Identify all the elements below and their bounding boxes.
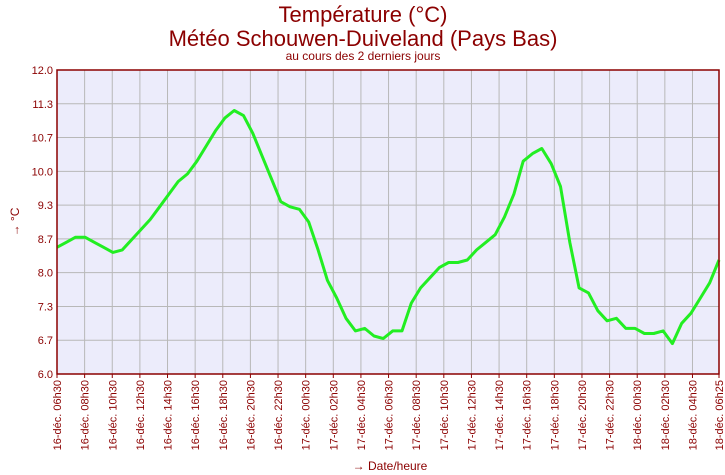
y-tick-label: 10.7	[32, 133, 53, 145]
x-tick-label: 16-déc. 12h30	[135, 380, 147, 450]
x-tick-label: 17-déc. 18h30	[549, 380, 561, 450]
chart-station-title: Météo Schouwen-Duiveland (Pays Bas)	[169, 26, 558, 51]
x-tick-label: 16-déc. 16h30	[190, 380, 202, 450]
grid	[57, 70, 719, 374]
x-tick-label: 17-déc. 16h30	[522, 380, 534, 450]
x-tick-label: 18-déc. 00h30	[632, 380, 644, 450]
y-tick-label: 8.7	[38, 234, 53, 246]
y-tick-label: 9.3	[38, 200, 53, 212]
y-axis-label: → °C	[8, 207, 22, 236]
x-tick-label: 16-déc. 20h30	[245, 380, 257, 450]
temperature-line	[56, 109, 721, 346]
chart-subtitle: au cours des 2 derniers jours	[286, 49, 441, 63]
x-tick-label: 17-déc. 06h30	[384, 380, 396, 450]
x-tick-label: 16-déc. 18h30	[218, 380, 230, 450]
y-tick-label: 11.3	[32, 99, 53, 111]
plot-area	[57, 70, 719, 374]
x-tick-label: 17-déc. 04h30	[356, 380, 368, 450]
x-tick-label: 18-déc. 06h25	[714, 380, 725, 450]
y-tick-label: 10.0	[32, 166, 53, 178]
y-tick-label: 12.0	[32, 65, 53, 77]
x-tick-label: 17-déc. 14h30	[494, 380, 506, 450]
x-tick-label: 16-déc. 08h30	[80, 380, 92, 450]
x-tick-label: 17-déc. 00h30	[301, 380, 313, 450]
x-tick-label: 17-déc. 08h30	[411, 380, 423, 450]
x-tick-label: 17-déc. 02h30	[328, 380, 340, 450]
y-tick-label: 8.0	[38, 268, 53, 280]
x-tick-label: 16-déc. 06h30	[52, 380, 64, 450]
x-axis-label: → Date/heure	[353, 459, 428, 473]
plot-border	[56, 69, 720, 375]
x-tick-label: 17-déc. 10h30	[439, 380, 451, 450]
y-tick-label: 7.3	[38, 301, 53, 313]
x-tick-label: 17-déc. 12h30	[466, 380, 478, 450]
y-axis-ticks: 6.0 6.7 7.3 8.0 8.7 9.3 10.0 10.7 11.3 12.0	[32, 65, 53, 381]
x-tick-label: 18-déc. 02h30	[660, 380, 672, 450]
x-tick-label: 17-déc. 20h30	[577, 380, 589, 450]
x-axis-ticks: 16-déc. 06h30 16-déc. 08h30 16-déc. 10h30 1…	[52, 374, 725, 450]
x-tick-label: 16-déc. 22h30	[273, 380, 285, 450]
x-tick-label: 16-déc. 14h30	[163, 380, 175, 450]
y-tick-label: 6.0	[38, 369, 53, 381]
y-tick-label: 6.7	[38, 335, 53, 347]
x-tick-label: 16-déc. 10h30	[107, 380, 119, 450]
chart-title: Température (°C)	[279, 2, 448, 27]
x-tick-label: 17-déc. 22h30	[605, 380, 617, 450]
x-tick-label: 18-déc. 04h30	[687, 380, 699, 450]
